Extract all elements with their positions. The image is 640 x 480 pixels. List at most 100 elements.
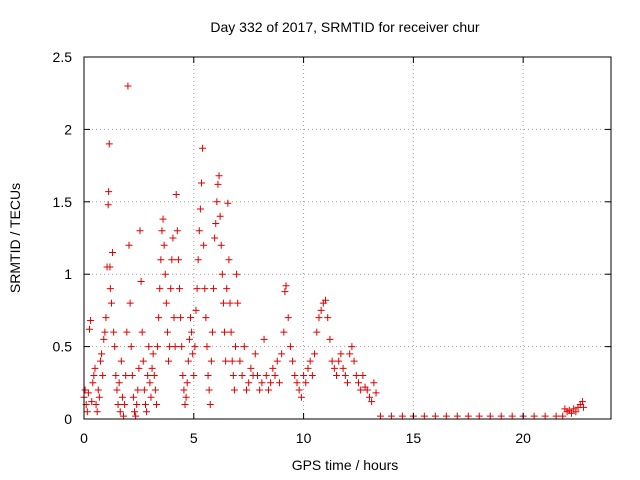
data-point [184,357,192,365]
data-point [219,299,227,307]
data-point [282,282,290,290]
data-point [110,328,118,336]
data-point [107,299,115,307]
data-point [238,372,246,380]
data-point [190,372,198,380]
data-point [275,379,283,387]
data-point [87,317,95,325]
data-point [104,201,112,209]
data-point [308,372,316,380]
data-point [286,343,294,351]
data-point [267,379,275,387]
y-tick-label: 2 [64,121,72,137]
data-series [80,82,588,420]
data-point [158,227,166,235]
data-point [204,372,212,380]
data-point [123,328,131,336]
data-point [195,227,203,235]
data-point [131,408,139,416]
data-point [217,241,225,249]
data-point [146,379,154,387]
x-tick-label: 0 [80,430,88,446]
data-point [227,328,235,336]
data-point [81,386,89,394]
data-point [442,412,450,420]
data-point [172,191,180,199]
data-point [157,256,165,264]
data-point [121,401,129,409]
data-point [211,234,219,242]
data-point [163,328,171,336]
data-point [245,379,253,387]
data-point [242,386,250,394]
data-point [387,412,395,420]
data-point [326,335,334,343]
data-point [273,357,281,365]
x-axis-label: GPS time / hours [292,457,399,473]
data-point [136,227,144,235]
data-point [223,285,231,293]
data-point [109,248,117,256]
data-point [280,328,288,336]
data-point [133,401,141,409]
data-point [186,314,194,322]
data-point [122,372,130,380]
data-point [398,412,406,420]
x-tick-label: 10 [296,430,312,446]
data-point [111,343,119,351]
data-point [127,343,135,351]
data-point [251,350,259,358]
data-point [541,412,549,420]
data-point [183,379,191,387]
data-point [370,379,378,387]
data-point [464,412,472,420]
data-point [165,357,173,365]
data-point [210,285,218,293]
data-point [233,270,241,278]
data-point [368,398,376,406]
data-point [120,412,128,420]
data-point [218,270,226,278]
data-point [215,172,223,180]
data-point [317,306,325,314]
data-point [365,393,373,401]
data-point [138,328,146,336]
data-point [191,343,199,351]
data-point [181,401,189,409]
data-point [159,215,167,223]
data-point [197,179,205,187]
data-point [106,285,114,293]
data-point [182,393,190,401]
data-point [189,350,197,358]
axis-ticks [83,56,611,420]
data-point [281,288,289,296]
data-point [269,364,277,372]
data-point [92,401,100,409]
data-point [567,409,575,417]
data-point [346,350,354,358]
data-point [363,386,371,394]
data-point [297,393,305,401]
data-point [137,277,145,285]
data-point [99,372,107,380]
data-point [135,364,143,372]
data-point [154,343,162,351]
data-point [497,412,505,420]
data-point [330,364,338,372]
data-point [148,364,156,372]
data-point [91,364,99,372]
data-point [149,350,157,358]
data-point [260,335,268,343]
data-point [322,296,330,304]
data-point [179,372,187,380]
data-point [96,357,104,365]
data-point [212,220,220,228]
data-point [253,372,261,380]
data-point [213,198,221,206]
data-point [221,328,229,336]
data-point [185,335,193,343]
data-point [139,357,147,365]
data-point [203,343,211,351]
data-point [580,403,588,411]
data-point [173,227,181,235]
